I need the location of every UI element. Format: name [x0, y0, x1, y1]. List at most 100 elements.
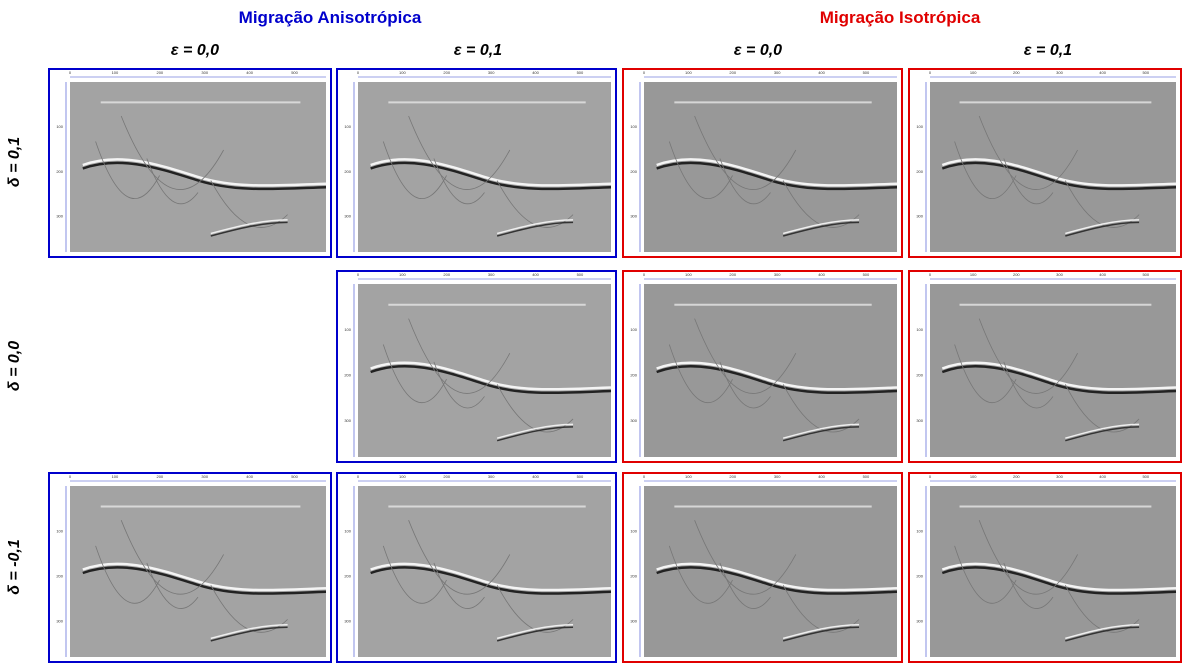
- panel-image: 0100200300400500100200300: [624, 474, 901, 661]
- x-tick-label: 200: [443, 474, 450, 479]
- x-tick-label: 500: [1142, 70, 1149, 75]
- seismic-panel: 0100200300400500100200300: [48, 68, 332, 258]
- y-tick-label: 200: [56, 574, 63, 579]
- x-tick-label: 200: [729, 474, 736, 479]
- x-tick-label: 0: [643, 272, 646, 277]
- group-title: Migração Anisotrópica: [50, 8, 610, 28]
- seismic-image: [644, 486, 897, 657]
- x-tick-label: 500: [863, 474, 870, 479]
- x-tick-label: 300: [774, 272, 781, 277]
- x-tick-label: 100: [112, 474, 119, 479]
- x-tick-label: 0: [357, 70, 360, 75]
- seismic-image: [930, 486, 1176, 657]
- seismic-image: [358, 284, 611, 457]
- x-tick-label: 300: [1056, 474, 1063, 479]
- y-tick-label: 200: [344, 574, 351, 579]
- x-tick-label: 200: [1013, 474, 1020, 479]
- x-tick-label: 300: [201, 70, 208, 75]
- x-tick-label: 100: [685, 272, 692, 277]
- y-tick-label: 200: [630, 373, 637, 378]
- x-tick-label: 500: [577, 70, 584, 75]
- column-title: ε = 0,0: [55, 42, 335, 60]
- panel-image: 0100200300400500100200300: [910, 70, 1180, 256]
- seismic-image: [644, 82, 897, 252]
- x-tick-label: 500: [863, 70, 870, 75]
- x-tick-label: 100: [685, 70, 692, 75]
- x-tick-label: 400: [246, 70, 253, 75]
- seismic-panel: 0100200300400500100200300: [336, 270, 617, 463]
- y-tick-label: 100: [56, 529, 63, 534]
- x-tick-label: 0: [643, 474, 646, 479]
- seismic-image: [358, 82, 611, 252]
- y-tick-label: 300: [630, 619, 637, 624]
- x-tick-label: 300: [488, 272, 495, 277]
- x-tick-label: 300: [774, 70, 781, 75]
- x-tick-label: 400: [532, 474, 539, 479]
- x-tick-label: 200: [729, 272, 736, 277]
- row-title: δ = 0,0: [6, 306, 24, 426]
- x-tick-label: 400: [532, 272, 539, 277]
- y-tick-label: 300: [344, 619, 351, 624]
- x-tick-label: 200: [1013, 70, 1020, 75]
- seismic-image: [70, 486, 326, 657]
- x-tick-label: 0: [357, 272, 360, 277]
- seismic-image: [930, 82, 1176, 252]
- x-tick-label: 200: [156, 474, 163, 479]
- y-tick-label: 200: [916, 373, 923, 378]
- x-tick-label: 500: [291, 70, 298, 75]
- x-tick-label: 0: [929, 70, 932, 75]
- y-tick-label: 100: [630, 124, 637, 129]
- row-title: δ = -0,1: [6, 507, 24, 627]
- seismic-image: [358, 486, 611, 657]
- y-tick-label: 200: [56, 169, 63, 174]
- x-tick-label: 400: [1099, 70, 1106, 75]
- row-title: δ = 0,1: [6, 102, 24, 222]
- y-tick-label: 100: [344, 327, 351, 332]
- x-tick-label: 400: [818, 272, 825, 277]
- x-tick-label: 200: [443, 70, 450, 75]
- x-tick-label: 300: [1056, 272, 1063, 277]
- x-tick-label: 400: [246, 474, 253, 479]
- x-tick-label: 300: [488, 474, 495, 479]
- x-tick-label: 100: [399, 474, 406, 479]
- x-tick-label: 0: [357, 474, 360, 479]
- x-tick-label: 0: [643, 70, 646, 75]
- x-tick-label: 500: [1142, 474, 1149, 479]
- y-tick-label: 300: [630, 214, 637, 219]
- x-tick-label: 300: [774, 474, 781, 479]
- y-tick-label: 100: [344, 124, 351, 129]
- x-tick-label: 100: [970, 70, 977, 75]
- x-tick-label: 300: [488, 70, 495, 75]
- y-tick-label: 300: [916, 214, 923, 219]
- column-title: ε = 0,1: [908, 42, 1182, 60]
- panel-image: 0100200300400500100200300: [624, 70, 901, 256]
- y-tick-label: 200: [916, 169, 923, 174]
- seismic-panel: 0100200300400500100200300: [908, 68, 1182, 258]
- x-tick-label: 0: [929, 272, 932, 277]
- column-title: ε = 0,0: [618, 42, 898, 60]
- seismic-image: [70, 82, 326, 252]
- y-tick-label: 300: [344, 214, 351, 219]
- column-title: ε = 0,1: [338, 42, 618, 60]
- panel-image: 0100200300400500100200300: [910, 272, 1180, 461]
- figure: {"groups": [ {"title": "Migração Anisotr…: [0, 0, 1182, 663]
- x-tick-label: 500: [863, 272, 870, 277]
- x-tick-label: 500: [577, 272, 584, 277]
- seismic-panel: 0100200300400500100200300: [336, 68, 617, 258]
- y-tick-label: 300: [344, 418, 351, 423]
- y-tick-label: 200: [630, 169, 637, 174]
- y-tick-label: 300: [630, 418, 637, 423]
- x-tick-label: 100: [970, 272, 977, 277]
- x-tick-label: 300: [1056, 70, 1063, 75]
- x-tick-label: 200: [443, 272, 450, 277]
- y-tick-label: 100: [916, 327, 923, 332]
- x-tick-label: 500: [291, 474, 298, 479]
- x-tick-label: 400: [818, 474, 825, 479]
- x-tick-label: 100: [399, 70, 406, 75]
